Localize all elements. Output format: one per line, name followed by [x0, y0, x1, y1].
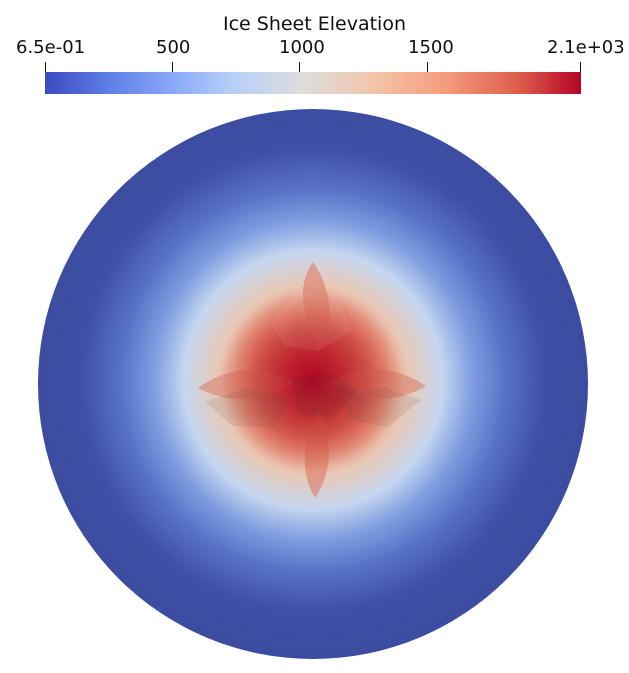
- tick-label-500: 500: [156, 37, 191, 58]
- tick-label-max: 2.1e+03: [547, 37, 625, 58]
- tick-label-1500: 1500: [408, 37, 454, 58]
- ice-shaded-facet-top: [270, 291, 353, 351]
- tick-mark-1500: [427, 62, 428, 74]
- tick-label-1000: 1000: [279, 37, 325, 58]
- tick-mark-min: [45, 62, 46, 74]
- ice-shaded-facet-right: [339, 388, 421, 427]
- tick-label-min: 6.5e-01: [16, 37, 86, 58]
- ice-core-glow: [222, 290, 402, 470]
- colorbar-gradient: [45, 72, 581, 94]
- ice-shaded-facet-left: [205, 388, 290, 427]
- tick-mark-1000: [299, 62, 300, 74]
- tick-mark-max: [580, 62, 581, 74]
- tick-mark-500: [172, 62, 173, 74]
- ice-shaded-facet-center: [292, 374, 358, 418]
- colorbar-title: Ice Sheet Elevation: [222, 13, 406, 35]
